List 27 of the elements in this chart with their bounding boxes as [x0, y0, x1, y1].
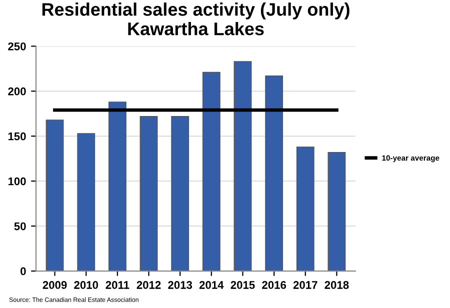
x-tick-label: 2010 — [74, 281, 98, 289]
bar — [296, 146, 314, 272]
bar — [140, 116, 158, 272]
bar — [234, 61, 252, 272]
y-tick-label: 100 — [8, 177, 26, 186]
y-tick-label: 0 — [20, 267, 26, 276]
bar — [77, 133, 96, 272]
bar — [265, 76, 284, 272]
x-tick-label: 2015 — [230, 281, 255, 289]
x-tick-label: 2016 — [262, 281, 286, 289]
bar — [108, 102, 126, 272]
x-tick-label: 2009 — [42, 281, 67, 289]
x-tick-label: 2018 — [324, 281, 349, 289]
bar — [46, 120, 64, 272]
y-tick-label: 150 — [8, 132, 26, 140]
y-tick-label: 50 — [14, 222, 26, 230]
x-tick-label: 2014 — [199, 281, 224, 289]
x-tick-label: 2017 — [293, 281, 318, 289]
bar — [202, 72, 220, 272]
bar — [328, 152, 346, 272]
y-tick-label: 200 — [8, 87, 26, 96]
chart-title: Residential sales activity (July only) Kawartha Lakes — [42, 2, 350, 36]
x-tick-label: 2012 — [136, 281, 161, 289]
y-tick-label: 250 — [8, 42, 26, 50]
x-tick-label: 2011 — [106, 281, 130, 289]
bar — [171, 116, 190, 272]
x-tick-label: 2013 — [168, 281, 192, 289]
